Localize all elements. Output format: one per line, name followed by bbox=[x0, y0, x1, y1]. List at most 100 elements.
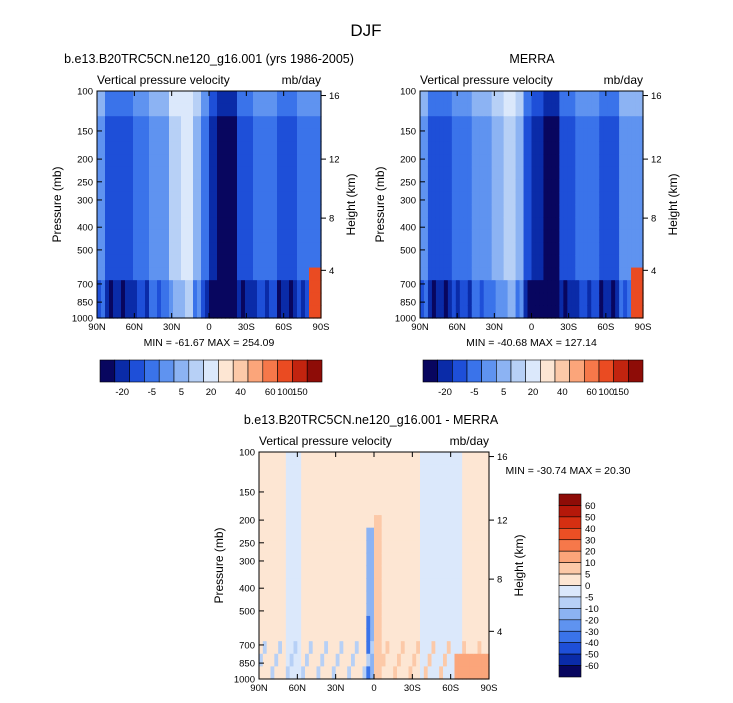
field-cell bbox=[266, 464, 272, 478]
field-cell bbox=[459, 179, 465, 193]
field-cell bbox=[249, 292, 254, 306]
colorbar-box bbox=[558, 505, 582, 518]
field-cell bbox=[278, 527, 283, 541]
field-cell bbox=[481, 477, 486, 491]
field-cell bbox=[101, 204, 106, 218]
field-cell bbox=[257, 280, 262, 294]
field-cell bbox=[615, 91, 620, 105]
field-cell bbox=[439, 166, 445, 180]
field-cell bbox=[611, 141, 616, 155]
field-cell bbox=[105, 179, 110, 193]
x-tick-label: 30S bbox=[560, 322, 577, 333]
field-cell bbox=[635, 116, 640, 130]
field-cell bbox=[420, 91, 425, 105]
field-cell bbox=[285, 527, 291, 541]
field-cell bbox=[237, 267, 242, 281]
field-cell bbox=[571, 166, 576, 180]
field-cell bbox=[269, 191, 274, 206]
field-cell bbox=[627, 229, 632, 243]
field-cell bbox=[129, 103, 134, 117]
field-cell bbox=[343, 590, 348, 604]
field-cell bbox=[627, 242, 632, 256]
field-cell bbox=[385, 641, 390, 655]
field-cell bbox=[281, 179, 286, 193]
field-cell bbox=[519, 280, 525, 294]
field-cell bbox=[335, 502, 341, 516]
field-cell bbox=[416, 590, 421, 604]
field-cell bbox=[297, 280, 302, 294]
field-cell bbox=[467, 141, 473, 155]
field-cell bbox=[351, 653, 356, 667]
field-cell bbox=[535, 254, 541, 269]
field-cell bbox=[555, 166, 560, 180]
field-cell bbox=[615, 141, 620, 155]
field-cell bbox=[423, 527, 429, 541]
field-cell bbox=[305, 267, 310, 281]
field-cell bbox=[495, 254, 501, 269]
colorbar-box bbox=[306, 359, 323, 383]
field-cell bbox=[249, 242, 254, 256]
field-cell bbox=[309, 217, 314, 231]
field-cell bbox=[466, 489, 471, 504]
field-cell bbox=[125, 280, 130, 294]
field-cell bbox=[185, 103, 190, 117]
field-cell bbox=[408, 603, 413, 617]
field-cell bbox=[389, 666, 394, 680]
field-cell bbox=[466, 552, 471, 567]
field-cell bbox=[293, 229, 298, 243]
field-cell bbox=[320, 552, 325, 567]
field-cell bbox=[269, 254, 274, 269]
field-cell bbox=[420, 489, 425, 504]
field-cell bbox=[623, 280, 628, 294]
field-cell bbox=[631, 254, 636, 269]
y-tick-label: 400 bbox=[77, 223, 93, 234]
field-cell bbox=[591, 179, 596, 193]
field-cell bbox=[515, 179, 521, 193]
field-cell bbox=[339, 452, 344, 466]
field-cell bbox=[499, 229, 505, 243]
field-cell bbox=[105, 305, 110, 319]
field-cell bbox=[305, 489, 310, 504]
field-cell bbox=[473, 590, 479, 604]
field-cell bbox=[370, 641, 375, 655]
field-cell bbox=[563, 242, 568, 256]
field-cell bbox=[121, 179, 126, 193]
field-cell bbox=[607, 204, 612, 218]
field-cell bbox=[331, 489, 337, 504]
field-cell bbox=[499, 191, 505, 206]
field-cell bbox=[249, 179, 254, 193]
field-cell bbox=[305, 452, 310, 466]
field-cell bbox=[599, 154, 604, 168]
field-cell bbox=[281, 141, 286, 155]
field-cell bbox=[221, 166, 226, 180]
field-cell bbox=[370, 540, 375, 554]
field-cell bbox=[466, 628, 471, 642]
field-cell bbox=[485, 540, 490, 554]
field-cell bbox=[397, 565, 402, 579]
field-cell bbox=[583, 254, 588, 269]
field-cell bbox=[495, 204, 501, 218]
field-cell bbox=[281, 191, 286, 206]
field-cell bbox=[639, 103, 644, 117]
field-cell bbox=[408, 527, 413, 541]
field-cell bbox=[177, 204, 182, 218]
field-cell bbox=[475, 103, 481, 117]
field-cell bbox=[551, 242, 556, 256]
panel-title: MERRA bbox=[509, 52, 555, 66]
field-cell bbox=[313, 280, 318, 294]
field-cell bbox=[253, 154, 258, 168]
field-cell bbox=[109, 154, 114, 168]
field-cell bbox=[503, 116, 509, 130]
field-cell bbox=[631, 116, 636, 130]
field-cell bbox=[358, 452, 364, 466]
field-cell bbox=[285, 154, 290, 168]
field-cell bbox=[354, 565, 360, 579]
field-cell bbox=[446, 464, 452, 478]
field-cell bbox=[475, 280, 481, 294]
y-tick-label: 100 bbox=[400, 87, 416, 98]
field-cell bbox=[285, 641, 291, 655]
field-cell bbox=[308, 590, 314, 604]
field-cell bbox=[393, 590, 398, 604]
field-cell bbox=[366, 502, 371, 516]
field-cell bbox=[466, 590, 471, 604]
